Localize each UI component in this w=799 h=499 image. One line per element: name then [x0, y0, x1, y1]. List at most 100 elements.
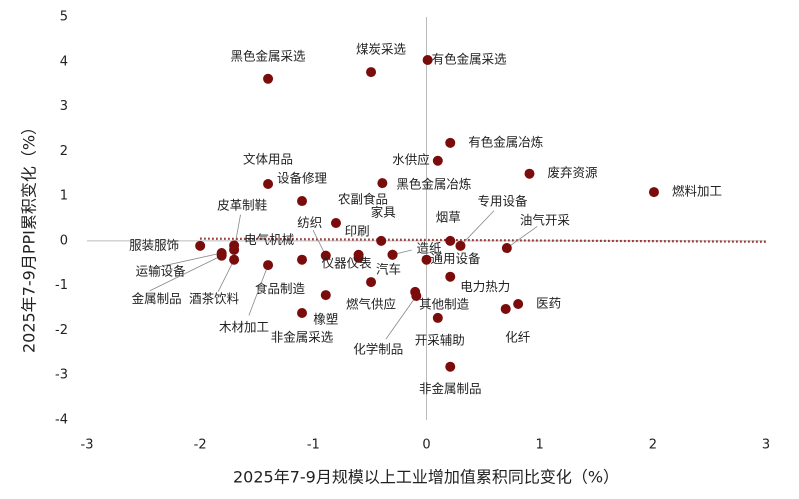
- point-label: 农副食品: [338, 191, 388, 206]
- point-label: 开采辅助: [415, 332, 465, 347]
- point-label: 废弃资源: [547, 165, 598, 180]
- point-label: 文体用品: [243, 152, 293, 167]
- point: [320, 290, 331, 301]
- point-label: 仪器仪表: [322, 255, 373, 270]
- x-tick-label: 2: [649, 438, 657, 453]
- point-label: 家具: [371, 204, 397, 219]
- y-tick-label: 3: [60, 99, 68, 114]
- point-label: 黑色金属冶炼: [396, 177, 471, 192]
- y-axis-title: 2025年7-9月PPI累积变化（%）: [20, 119, 39, 353]
- point: [501, 243, 512, 254]
- point-label: 纺织: [297, 215, 322, 230]
- y-tick-label: 2: [60, 144, 68, 159]
- point: [353, 252, 364, 263]
- point: [263, 179, 274, 190]
- point-label: 设备修理: [277, 171, 328, 186]
- point: [366, 67, 377, 78]
- point: [330, 217, 341, 228]
- point: [411, 290, 422, 301]
- point-label: 印刷: [345, 223, 370, 238]
- leader-line: [460, 210, 495, 247]
- y-tick-label: 4: [60, 54, 68, 69]
- point-label: 非金属制品: [419, 381, 482, 396]
- point-label: 黑色金属采选: [231, 48, 307, 63]
- point-label: 其他制造: [419, 296, 470, 311]
- x-tick-label: -2: [194, 438, 207, 453]
- point: [320, 250, 331, 261]
- point: [648, 187, 659, 198]
- point-label: 燃气供应: [346, 297, 396, 312]
- x-tick-label: 0: [422, 438, 430, 453]
- point: [445, 235, 456, 246]
- point-label: 有色金属冶炼: [468, 134, 543, 149]
- point-label: 化学制品: [353, 341, 403, 356]
- point: [513, 299, 524, 310]
- point-label: 烟草: [436, 209, 461, 224]
- point: [195, 240, 206, 251]
- point-label: 汽车: [376, 261, 401, 276]
- point: [297, 307, 308, 318]
- point: [445, 361, 456, 372]
- leader-line: [217, 259, 235, 292]
- point-label: 造纸: [417, 240, 443, 255]
- point: [421, 254, 432, 265]
- x-axis-title: 2025年7-9月规模以上工业增加值累积同比变化（%）: [233, 468, 619, 487]
- x-tick-label: 3: [762, 438, 770, 453]
- point-label: 非金属采选: [271, 329, 334, 344]
- x-tick-label: -3: [81, 438, 94, 453]
- leader-line: [248, 264, 269, 316]
- point: [432, 312, 443, 323]
- point-label: 专用设备: [477, 193, 528, 208]
- point-label: 化纤: [505, 329, 531, 344]
- point-label: 燃料加工: [672, 184, 722, 199]
- point-label: 有色金属采选: [432, 51, 508, 66]
- leader-line: [152, 252, 222, 269]
- point: [229, 254, 240, 265]
- point-label: 运输设备: [136, 263, 187, 278]
- point-label: 煤炭采选: [356, 42, 407, 57]
- point: [500, 303, 511, 314]
- point-label: 酒茶饮料: [189, 291, 240, 306]
- leader-line: [385, 295, 417, 340]
- point: [263, 73, 274, 84]
- point: [445, 137, 456, 148]
- point: [263, 260, 274, 271]
- point-label: 油气开采: [520, 213, 571, 228]
- point: [432, 155, 443, 166]
- point-label: 通用设备: [431, 251, 482, 266]
- point: [229, 240, 240, 251]
- point: [376, 235, 387, 246]
- point-label: 木材加工: [219, 320, 269, 335]
- point-label: 电力热力: [460, 279, 510, 294]
- point-label: 服装服饰: [129, 237, 179, 252]
- point-label: 皮革制鞋: [217, 197, 268, 212]
- x-tick-label: -1: [307, 438, 320, 453]
- y-tick-label: 1: [60, 189, 68, 204]
- point-label: 医药: [536, 296, 561, 311]
- leader-line: [149, 255, 222, 292]
- y-tick-label: -2: [55, 323, 68, 338]
- y-tick-label: -3: [55, 368, 68, 383]
- point-label: 水供应: [392, 152, 430, 167]
- point-label: 橡塑: [313, 312, 338, 327]
- point-label: 金属制品: [132, 291, 182, 306]
- point-label: 电气机械: [244, 232, 295, 247]
- y-tick-label: 0: [60, 233, 68, 248]
- point: [524, 168, 535, 179]
- y-tick-label: -4: [55, 413, 68, 428]
- point: [445, 271, 456, 282]
- point-label: 食品制造: [255, 281, 306, 296]
- point: [377, 178, 388, 189]
- y-tick-label: 5: [60, 10, 68, 25]
- y-tick-label: -1: [55, 278, 68, 293]
- point: [297, 254, 308, 265]
- point: [297, 196, 308, 207]
- point: [366, 277, 377, 288]
- x-tick-label: 1: [536, 438, 544, 453]
- point: [455, 240, 466, 251]
- leader-line: [506, 226, 538, 249]
- point: [216, 250, 227, 261]
- point: [422, 54, 433, 65]
- point: [387, 249, 398, 260]
